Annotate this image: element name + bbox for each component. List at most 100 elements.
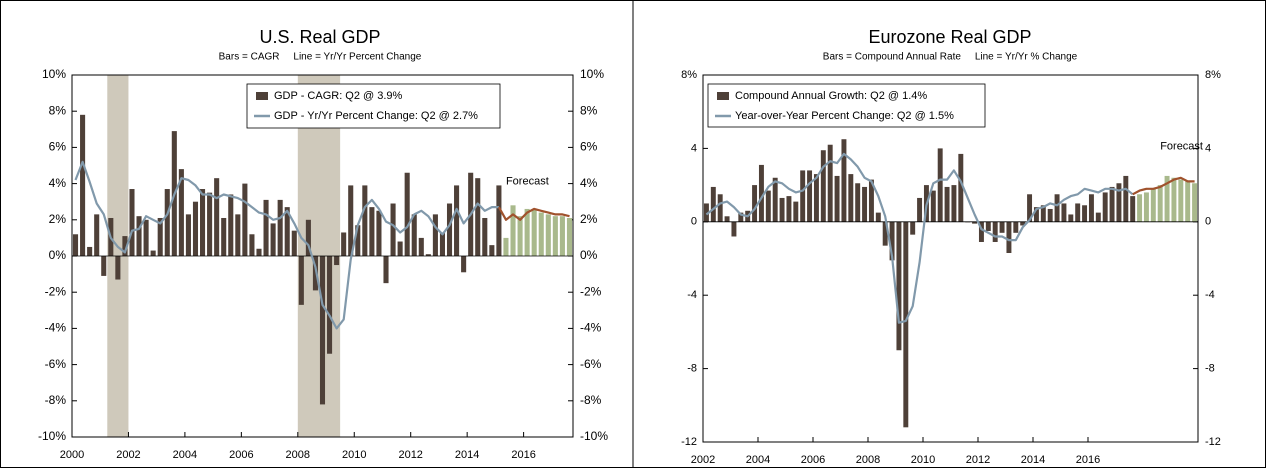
bar: [221, 217, 227, 256]
bar: [848, 174, 854, 222]
bar: [101, 256, 107, 276]
bar: [1143, 192, 1149, 222]
bar: [404, 172, 410, 256]
bar: [1054, 194, 1060, 222]
bar: [319, 256, 326, 405]
y2-tick-label: 4: [1205, 142, 1211, 154]
legend-label: GDP - CAGR: Q2 @ 3.9%: [274, 90, 403, 102]
bar: [489, 245, 495, 256]
bar: [1040, 205, 1046, 222]
bar: [937, 148, 943, 222]
bar: [432, 214, 438, 256]
bar: [738, 212, 744, 222]
legend-label: Year-over-Year Percent Change: Q2 @ 1.5%: [735, 110, 954, 122]
bar: [383, 256, 389, 284]
bar: [305, 219, 311, 256]
bar: [298, 256, 304, 305]
y-tick-label: -6%: [45, 357, 67, 371]
bar: [164, 189, 170, 256]
bar: [348, 185, 354, 256]
bar: [425, 254, 431, 256]
x-tick-label: 2012: [966, 454, 990, 466]
y-tick-label: -2%: [45, 284, 67, 298]
y2-tick-label: 10%: [580, 67, 604, 81]
bar: [362, 185, 368, 256]
y2-tick-label: -8: [1205, 363, 1215, 375]
bar: [136, 216, 142, 256]
y2-tick-label: 0%: [580, 248, 598, 262]
bar: [1047, 208, 1053, 222]
bar: [1102, 192, 1108, 222]
bar: [503, 237, 509, 256]
y-tick-label: -12: [681, 436, 697, 448]
bar: [1061, 203, 1067, 222]
x-tick-label: 2002: [116, 449, 140, 461]
y-tick-label: 2%: [49, 212, 67, 226]
bar: [765, 190, 771, 222]
y-tick-label: 0%: [49, 248, 67, 262]
plot-border: [702, 74, 1199, 443]
bar: [341, 232, 347, 256]
bar: [813, 174, 819, 222]
line: [1132, 176, 1195, 196]
bar: [1006, 221, 1012, 253]
y2-tick-label: -10%: [580, 429, 608, 443]
bar: [1150, 188, 1156, 222]
bar: [214, 178, 220, 256]
bar: [1075, 203, 1081, 222]
legend-label: GDP - Yr/Yr Percent Change: Q2 @ 2.7%: [274, 110, 478, 122]
x-tick-label: 2014: [1021, 454, 1045, 466]
bar: [1013, 221, 1019, 233]
bar: [930, 190, 936, 222]
x-tick-label: 2006: [801, 454, 825, 466]
bar: [122, 236, 128, 256]
line: [705, 152, 1134, 324]
bar: [779, 197, 785, 222]
chart-subtitle: Bars = Compound Annual Rate Line = Yr/Yr…: [823, 52, 1078, 63]
plot: Eurozone Real GDP Bars = Compound Annual …: [681, 27, 1221, 466]
bar: [454, 185, 460, 256]
y2-tick-label: 4%: [580, 176, 598, 190]
bar: [538, 212, 544, 256]
bar: [1123, 175, 1129, 222]
bar: [510, 205, 516, 256]
bar: [868, 179, 874, 222]
bar: [376, 210, 382, 256]
bar: [496, 185, 502, 256]
y-tick-label: -4%: [45, 321, 67, 335]
bar: [545, 214, 551, 256]
bar: [1116, 183, 1122, 222]
bar: [1020, 221, 1026, 226]
bar: [94, 214, 100, 256]
x-tick-label: 2012: [398, 449, 422, 461]
y-tick-label: 8%: [49, 103, 67, 117]
bar: [786, 196, 792, 222]
bar: [752, 185, 758, 222]
bar: [334, 256, 340, 266]
bar: [200, 189, 206, 256]
y-tick-label: 4%: [49, 176, 67, 190]
bar: [72, 234, 79, 256]
bar: [834, 175, 840, 222]
bar: [724, 216, 730, 222]
bar: [115, 256, 121, 280]
bar: [552, 216, 558, 256]
bar: [758, 164, 764, 222]
bar: [731, 221, 737, 237]
x-tick-label: 2000: [60, 449, 84, 461]
bar: [1178, 179, 1184, 222]
bar: [800, 170, 806, 222]
bar: [1082, 205, 1088, 222]
bar: [1130, 196, 1136, 222]
x-tick-label: 2010: [342, 449, 366, 461]
y-tick-label: -4: [687, 289, 697, 301]
bar: [985, 221, 991, 231]
bar: [192, 201, 199, 256]
bar: [185, 214, 191, 256]
plot: U.S. Real GDP Bars = CAGR Line = Yr/Yr Pe…: [38, 27, 608, 461]
bar: [80, 114, 86, 256]
bar: [277, 199, 283, 256]
bar: [482, 217, 488, 256]
bar: [992, 221, 998, 242]
